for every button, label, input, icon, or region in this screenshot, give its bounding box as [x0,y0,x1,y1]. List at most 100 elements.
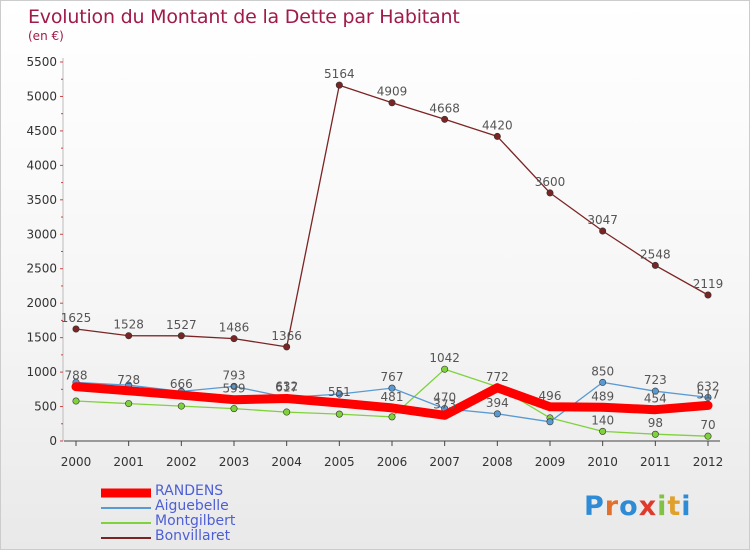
data-label-montgilbert: 140 [591,413,614,427]
data-label-aiguebelle: 793 [223,368,246,382]
legend-label: Aiguebelle [155,498,229,514]
legend-swatch [101,521,151,524]
x-tick-label: 2012 [693,455,724,469]
data-point-aiguebelle [651,387,659,395]
series-montgilbert: 1042 140 98 70 [72,351,716,440]
data-label-bonvillaret: 3047 [587,213,618,227]
data-point-bonvillaret [493,132,501,140]
logo-letter: i [681,491,692,522]
x-tick-label: 2008 [482,455,513,469]
data-point-randens [703,401,713,410]
data-point-bonvillaret [230,335,238,343]
data-label-bonvillaret: 5164 [324,67,355,81]
data-point-aiguebelle [335,390,343,398]
data-point-montgilbert [704,432,712,440]
x-tick-label: 2000 [61,455,92,469]
data-point-bonvillaret [283,343,291,351]
data-point-montgilbert [230,405,238,413]
logo-letter: o [619,491,639,522]
data-point-montgilbert [599,427,607,435]
data-point-aiguebelle [388,384,396,392]
series-bonvillaret: 1625 1528 1527 1486 1366 5164 4909 4668 4420 3600… [61,67,724,351]
data-point-bonvillaret [125,332,133,340]
data-point-randens [651,405,660,415]
data-point-montgilbert [651,430,659,438]
data-label-montgilbert: 98 [648,416,663,430]
legend-label: Montgilbert [155,513,236,529]
data-label-bonvillaret: 4909 [377,85,408,99]
series-aiguebelle: 793 632 767 470 394 850 723 632 [72,364,720,426]
data-label-randens: 373 [433,397,456,411]
y-tick-label: 2000 [26,296,57,310]
data-point-bonvillaret [704,291,712,299]
data-label-bonvillaret: 2548 [640,247,671,261]
data-point-bonvillaret [441,115,449,123]
data-point-randens [387,403,397,413]
data-label-montgilbert: 1042 [429,351,460,365]
data-label-montgilbert: 70 [700,418,715,432]
data-label-aiguebelle: 632 [697,379,720,393]
x-tick-label: 2002 [166,455,197,469]
data-point-aiguebelle [704,393,712,401]
data-point-randens [493,383,502,393]
data-point-montgilbert [441,365,449,373]
data-label-randens: 454 [644,392,667,406]
x-tick-label: 2004 [271,455,302,469]
data-label-randens: 517 [697,387,720,401]
data-label-randens: 728 [117,373,140,387]
logo-letter: t [667,491,682,522]
legend-item-aiguebelle: Aiguebelle [101,498,301,515]
data-label-aiguebelle: 850 [591,364,614,378]
data-label-aiguebelle: 394 [486,396,509,410]
data-point-randens [335,398,344,408]
y-tick-label: 2500 [26,262,57,276]
logo-letter: i [657,491,668,522]
data-label-aiguebelle: 767 [381,370,404,384]
data-label-bonvillaret: 3600 [535,175,566,189]
data-point-montgilbert [177,402,185,410]
y-tick-label: 1500 [26,331,57,345]
x-tick-label: 2003 [219,455,250,469]
y-tick-label: 5000 [26,89,57,103]
data-point-randens [545,402,555,412]
data-point-randens [229,395,239,405]
y-tick-label: 3500 [26,193,57,207]
data-label-randens: 496 [539,389,562,403]
data-label-bonvillaret: 2119 [693,277,724,291]
x-tick-label: 2006 [377,455,408,469]
data-label-randens: 666 [170,377,193,391]
chart-legend: RANDENS Aiguebelle Montgilbert Bonvillaret [101,484,301,545]
data-label-aiguebelle: 632 [275,379,298,393]
data-label-bonvillaret: 1486 [219,321,250,335]
legend-label: Bonvillaret [155,528,231,544]
logo-letter: x [638,491,658,522]
data-point-montgilbert [125,400,133,408]
data-point-aiguebelle [546,418,554,426]
legend-swatch [101,506,151,509]
x-tick-label: 2005 [324,455,355,469]
data-label-randens: 551 [328,385,351,399]
data-point-aiguebelle [599,378,607,386]
data-point-bonvillaret [651,261,659,269]
data-label-bonvillaret: 4668 [429,101,460,115]
legend-swatch [101,536,151,539]
data-label-bonvillaret: 1527 [166,318,197,332]
data-point-montgilbert [283,408,291,416]
data-point-randens [440,410,449,420]
x-tick-label: 2007 [429,455,460,469]
data-point-montgilbert [335,410,343,418]
legend-swatch [101,488,151,497]
y-tick-label: 1000 [26,365,57,379]
data-point-bonvillaret [72,325,80,333]
data-point-bonvillaret [335,81,343,89]
data-point-aiguebelle [493,410,501,418]
legend-item-montgilbert: Montgilbert [101,513,301,530]
data-point-montgilbert [72,397,80,405]
data-point-randens [177,390,186,400]
data-label-aiguebelle: 723 [644,373,667,387]
x-tick-label: 2010 [587,455,618,469]
data-label-bonvillaret: 1528 [113,318,144,332]
data-point-aiguebelle [230,382,238,390]
data-point-bonvillaret [388,99,396,107]
